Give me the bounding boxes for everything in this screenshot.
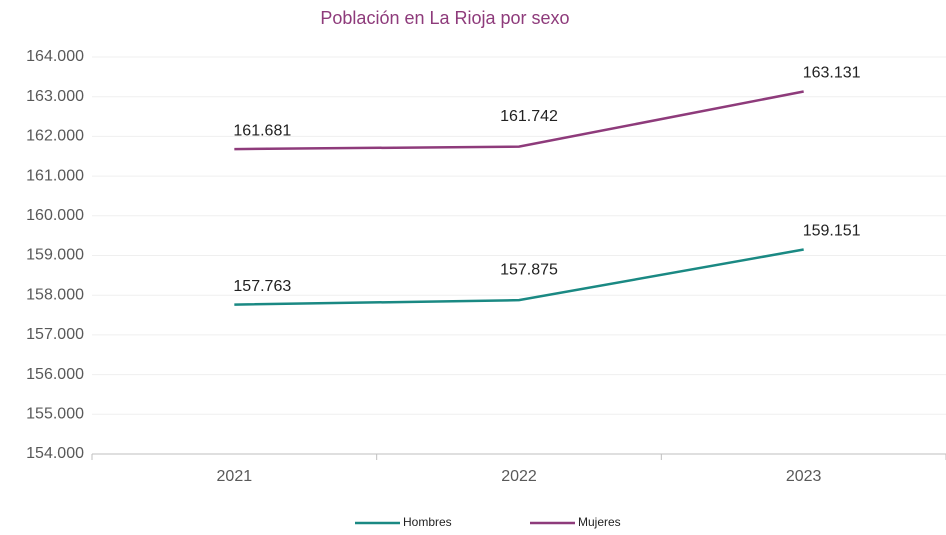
x-tick-label: 2022 [501,468,537,485]
y-tick-label: 164.000 [26,48,84,65]
y-tick-label: 155.000 [26,406,84,423]
x-tick-label: 2021 [217,468,253,485]
y-tick-label: 158.000 [26,286,84,303]
chart-title: Población en La Rioja por sexo [320,8,569,28]
data-label: 159.151 [803,223,861,240]
data-label: 161.742 [500,108,558,125]
y-tick-label: 154.000 [26,445,84,462]
data-label: 163.131 [803,65,861,82]
data-label: 157.875 [500,261,558,278]
data-label: 161.681 [233,122,291,139]
legend-label: Mujeres [578,515,621,529]
y-tick-label: 156.000 [26,366,84,383]
y-tick-label: 161.000 [26,167,84,184]
data-label: 157.763 [233,278,291,295]
y-tick-label: 162.000 [26,128,84,145]
y-tick-label: 160.000 [26,207,84,224]
y-tick-label: 163.000 [26,88,84,105]
y-tick-label: 157.000 [26,326,84,343]
line-series [234,90,804,151]
legend-label: Hombres [403,515,452,529]
line-series [234,248,804,306]
x-tick-label: 2023 [786,468,822,485]
y-tick-label: 159.000 [26,247,84,264]
